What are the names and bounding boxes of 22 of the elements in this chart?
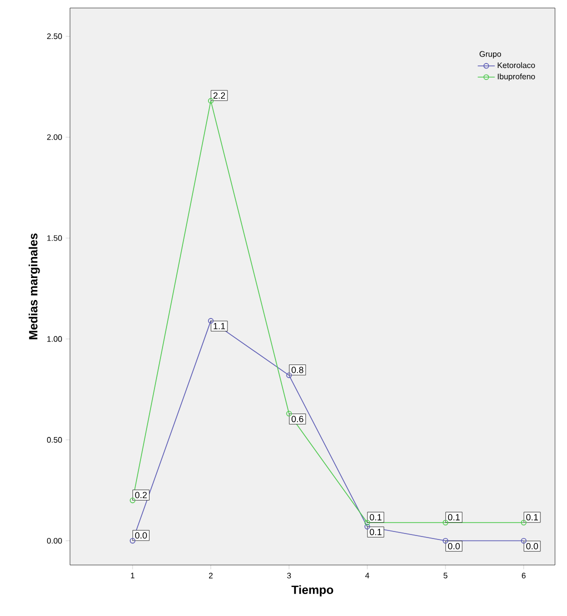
point — [208, 318, 214, 324]
point — [442, 520, 448, 526]
data-label: 0.0 — [448, 542, 460, 550]
point — [364, 524, 370, 530]
data-label: 0.1 — [370, 514, 382, 520]
data-label: 0.2 — [135, 492, 147, 498]
data-label: 2.2 — [213, 92, 226, 99]
point — [286, 410, 292, 416]
data-label: 0.0 — [526, 542, 538, 550]
data-label: 0.0 — [135, 532, 147, 539]
point — [286, 372, 292, 378]
point — [364, 520, 370, 526]
data-label: 0.1 — [526, 514, 538, 520]
x-axis-title: Tiempo — [291, 585, 334, 596]
y-axis-title: Medias marginales — [28, 234, 40, 340]
data-label: 0.1 — [370, 528, 382, 536]
point — [208, 98, 214, 104]
data-label: 0.8 — [292, 366, 304, 374]
data-label: 0.1 — [448, 514, 460, 520]
point — [442, 538, 448, 544]
data-label: 1.1 — [214, 322, 226, 330]
data-label: 0.6 — [292, 416, 304, 422]
